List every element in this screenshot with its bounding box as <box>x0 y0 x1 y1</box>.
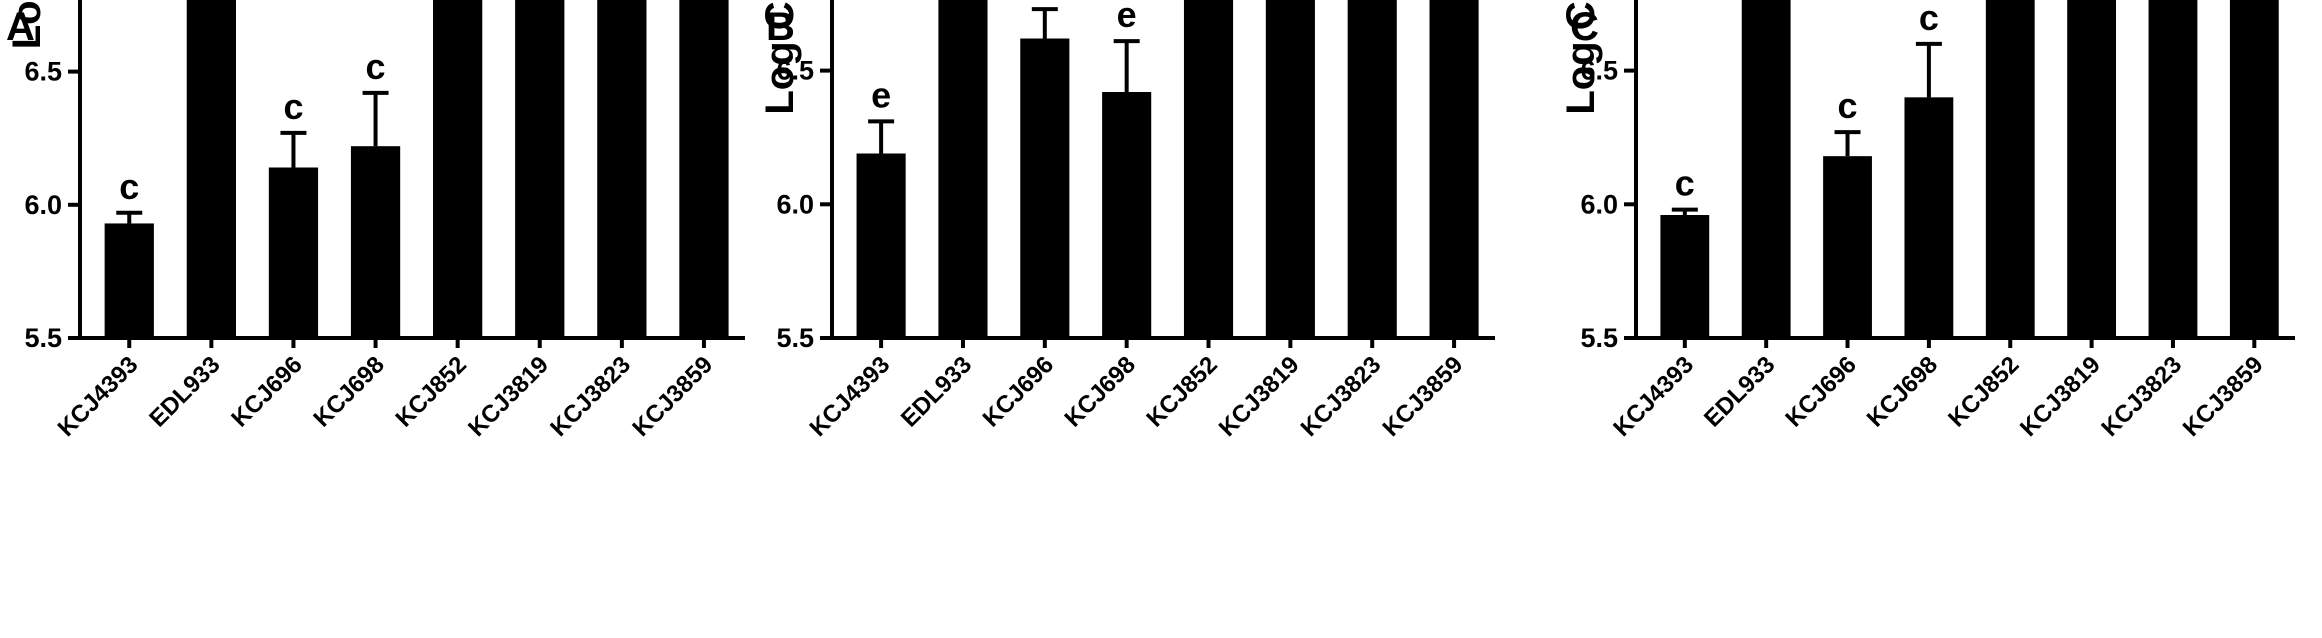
category-label: KCJ3859 <box>2178 351 2269 442</box>
bar <box>1985 0 2035 339</box>
category-label: KCJ3819 <box>2015 351 2106 442</box>
category-label: KCJ852 <box>391 351 472 432</box>
category-label: KCJ696 <box>1780 351 1861 432</box>
category-label: KCJ852 <box>1141 351 1222 432</box>
significance-label: c <box>1838 85 1858 126</box>
significance-label: c <box>283 86 303 127</box>
y-tick-label: 5.5 <box>776 323 814 353</box>
category-label: KCJ698 <box>1060 351 1141 432</box>
panel-c-letter: C <box>1570 5 1599 49</box>
category-label: EDL933 <box>144 351 225 432</box>
significance-label: c <box>1919 0 1939 38</box>
bar <box>350 146 401 338</box>
significance-label: e <box>871 74 891 115</box>
significance-label: c <box>366 46 386 87</box>
category-label: KCJ3819 <box>1214 351 1305 442</box>
bar <box>104 223 154 338</box>
bar <box>515 0 565 338</box>
y-tick-label: 5.5 <box>24 323 62 353</box>
category-label: KCJ3859 <box>627 351 718 442</box>
y-tick-label: 6.0 <box>1580 189 1618 219</box>
category-label: KCJ3823 <box>2096 351 2187 442</box>
panel-a-letter: A <box>6 5 35 49</box>
bar <box>2148 0 2198 338</box>
bar <box>268 167 319 338</box>
bar <box>1429 0 1479 338</box>
y-tick-label: 6.0 <box>24 190 62 220</box>
category-label: KCJ698 <box>308 351 389 432</box>
bar <box>1102 91 1152 338</box>
y-tick-label: 6.5 <box>24 57 62 87</box>
y-tick-label: 6.5 <box>1580 56 1618 86</box>
y-axis-label: Log CFU/mL <box>1559 0 1603 115</box>
category-label: KCJ852 <box>1943 351 2024 432</box>
category-label: EDL933 <box>1699 351 1780 432</box>
panel-b-chart: B Log CFU/mL5.56.06.57.07.58.0eKCJ4393cd… <box>758 0 1495 442</box>
y-axis-label: Log CFU/mL <box>5 0 49 49</box>
significance-label: e <box>1117 0 1137 35</box>
y-tick-label: 6.0 <box>776 189 814 219</box>
category-label: KCJ3823 <box>1296 351 1387 442</box>
category-label: KCJ696 <box>226 351 307 432</box>
bar <box>938 0 988 338</box>
significance-label: c <box>119 166 139 207</box>
bar <box>856 153 906 338</box>
panel-b-letter: B <box>766 5 795 49</box>
significance-label: c <box>1675 163 1695 204</box>
category-label: KCJ696 <box>978 351 1059 432</box>
significance-label: de <box>1024 0 1066 3</box>
bar <box>1904 97 1954 338</box>
bar <box>1020 38 1070 339</box>
y-tick-label: 5.5 <box>1580 323 1618 353</box>
bar <box>2229 0 2279 338</box>
category-label: KCJ3823 <box>545 351 636 442</box>
category-label: KCJ4393 <box>805 351 896 442</box>
category-label: KCJ4393 <box>53 351 144 442</box>
y-tick-label: 6.5 <box>776 56 814 86</box>
category-label: KCJ4393 <box>1608 351 1699 442</box>
panel-c-chart: C Log CFU/mL5.56.06.57.07.58.0cKCJ4393bE… <box>1559 0 2295 442</box>
bar <box>679 0 729 339</box>
bar <box>2067 0 2117 338</box>
category-label: KCJ698 <box>1862 351 1943 432</box>
panel-a-chart: A Log CFU/mL5.56.06.57.07.58.08.5cKCJ439… <box>5 0 745 442</box>
bar <box>1347 0 1397 338</box>
bar <box>1660 214 1710 338</box>
category-label: KCJ3819 <box>463 351 554 442</box>
y-axis-label: Log CFU/mL <box>758 0 802 115</box>
bar <box>1823 156 1872 338</box>
bar <box>1741 0 1791 338</box>
bar <box>597 0 647 339</box>
bar <box>1183 0 1234 339</box>
category-label: EDL933 <box>896 351 977 432</box>
bar <box>1265 0 1315 338</box>
bar <box>433 0 483 338</box>
category-label: KCJ3859 <box>1378 351 1469 442</box>
bar <box>186 0 236 338</box>
